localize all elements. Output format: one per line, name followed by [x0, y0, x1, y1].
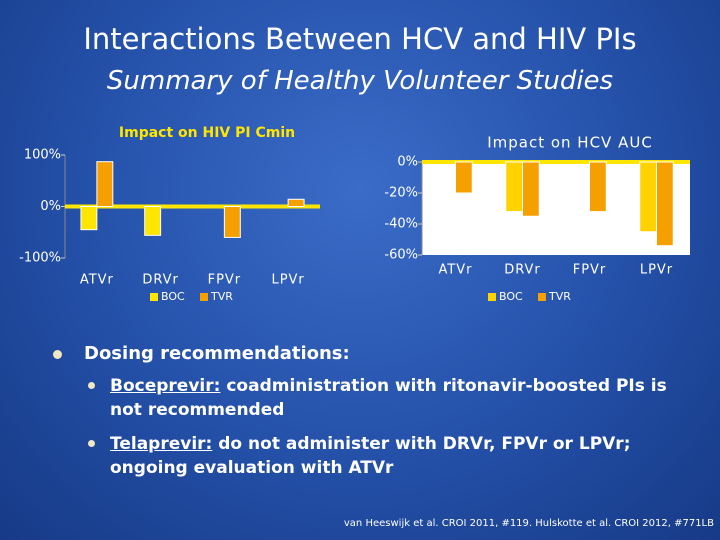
legend-swatch: [488, 293, 496, 301]
chart-title: Impact on HIV PI Cmin: [119, 125, 295, 141]
charts: Impact on HIV PI Cmin 100% 0% -100% ATVr DRVr…: [19, 125, 690, 303]
bar: [522, 161, 540, 217]
y-tick-label: 100%: [24, 148, 61, 163]
drug: Telaprevir:: [110, 434, 213, 454]
y-tick-label: 0%: [397, 155, 418, 170]
x-tick-label: DRVr: [504, 263, 541, 278]
bullet: [53, 350, 62, 359]
legend-swatch: [200, 293, 208, 301]
text: do not administer with DRVr, FPVr or LPV…: [110, 434, 631, 478]
bar: [656, 161, 674, 247]
bar: [96, 161, 114, 208]
legend-label: BOC: [161, 290, 185, 303]
bar: [639, 161, 657, 233]
legend-swatch: [150, 293, 158, 301]
bullet-heading: Dosing recommendations:: [84, 343, 350, 364]
y-tick-label: -20%: [384, 186, 418, 201]
y-tick-label: -60%: [384, 248, 418, 263]
bullet: [88, 382, 95, 389]
slide-subtitle: Summary of Healthy Volunteer Studies: [106, 66, 614, 96]
x-tick-label: DRVr: [142, 273, 179, 288]
y-tick-label: -100%: [19, 251, 61, 266]
x-tick-label: FPVr: [573, 263, 607, 278]
slide-title: Interactions Between HCV and HIV PIs: [83, 22, 637, 56]
bar: [80, 206, 98, 231]
bullet: [88, 440, 95, 447]
x-tick-label: LPVr: [271, 273, 304, 288]
legend-swatch: [538, 293, 546, 301]
citation: van Heeswijk et al. CROI 2011, #119. Hul…: [343, 518, 714, 529]
chart-title: Impact on HCV AUC: [487, 134, 653, 152]
bullet-text: Boceprevir: coadministration with ritona…: [110, 374, 700, 422]
x-tick-label: ATVr: [80, 273, 114, 288]
y-tick-label: 0%: [40, 199, 61, 214]
legend-label: TVR: [210, 290, 233, 303]
y-tick-label: -40%: [384, 217, 418, 232]
legend-label: TVR: [548, 290, 571, 303]
x-tick-label: FPVr: [208, 273, 242, 288]
x-tick-label: ATVr: [438, 263, 472, 278]
x-tick-label: LPVr: [640, 263, 673, 278]
bar: [144, 206, 162, 236]
bar: [455, 161, 473, 194]
drug: Boceprevir:: [110, 376, 221, 396]
bar: [287, 198, 305, 207]
text: coadministration with ritonavir-boosted …: [110, 376, 667, 420]
bar: [589, 161, 607, 213]
legend-label: BOC: [499, 290, 523, 303]
bar: [505, 161, 523, 213]
bar: [223, 206, 241, 238]
bullet-text: Telaprevir: do not administer with DRVr,…: [110, 432, 670, 480]
